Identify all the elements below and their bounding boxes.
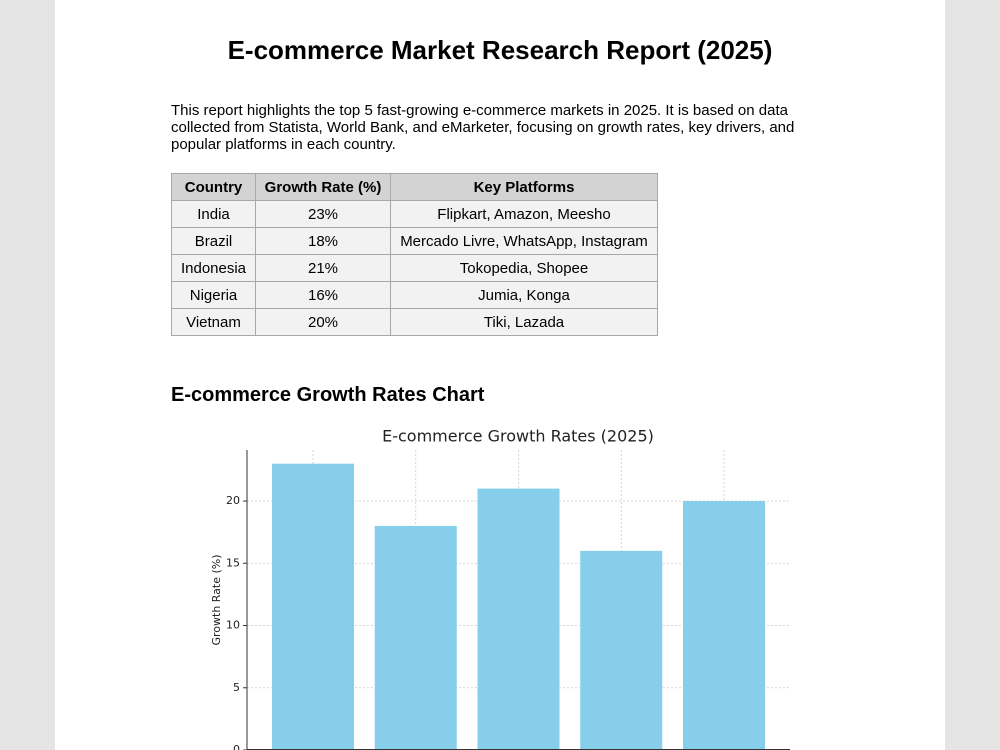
bar xyxy=(272,463,354,750)
y-tick-label: 5 xyxy=(233,681,240,694)
table-row: Indonesia 21% Tokopedia, Shopee xyxy=(171,254,658,282)
bar xyxy=(683,501,765,750)
header-cell: Key Platforms xyxy=(390,173,658,201)
table-row: Brazil 18% Mercado Livre, WhatsApp, Instag… xyxy=(171,227,658,255)
bar xyxy=(477,488,560,750)
header-cell: Country xyxy=(171,173,256,201)
table-row: Vietnam 20% Tiki, Lazada xyxy=(171,308,658,336)
table-cell: Nigeria xyxy=(171,281,256,309)
table-cell: 20% xyxy=(255,308,391,336)
y-tick-label: 10 xyxy=(226,619,240,632)
chart-title: E-commerce Growth Rates (2025) xyxy=(382,427,654,446)
intro-paragraph: This report highlights the top 5 fast-gr… xyxy=(171,102,795,153)
y-tick-label: 0 xyxy=(233,743,240,750)
y-axis-label: Growth Rate (%) xyxy=(210,554,223,645)
market-table: Country Growth Rate (%) Key Platforms In… xyxy=(171,173,658,336)
header-cell: Growth Rate (%) xyxy=(255,173,391,201)
y-tick-label: 15 xyxy=(226,556,240,569)
y-tick-label: 20 xyxy=(226,494,240,507)
table-cell: Mercado Livre, WhatsApp, Instagram xyxy=(390,227,658,255)
table-cell: Brazil xyxy=(171,227,256,255)
report-title: E-commerce Market Research Report (2025) xyxy=(227,35,773,65)
table-cell: Flipkart, Amazon, Meesho xyxy=(390,200,658,228)
section-title: E-commerce Growth Rates Chart xyxy=(171,384,485,406)
bar xyxy=(374,525,457,750)
table-cell: India xyxy=(171,200,256,228)
table-cell: Tokopedia, Shopee xyxy=(390,254,658,282)
table-cell: 16% xyxy=(255,281,391,309)
table-row: India 23% Flipkart, Amazon, Meesho xyxy=(171,200,658,228)
table-cell: Tiki, Lazada xyxy=(390,308,658,336)
table-cell: 21% xyxy=(255,254,391,282)
table-cell: Vietnam xyxy=(171,308,256,336)
table-cell: Indonesia xyxy=(171,254,256,282)
bar xyxy=(580,550,663,750)
